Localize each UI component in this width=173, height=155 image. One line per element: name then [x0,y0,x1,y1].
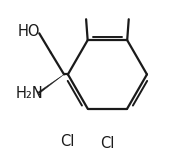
Text: Cl: Cl [100,136,115,151]
Polygon shape [37,74,64,95]
Text: HO: HO [17,24,40,39]
Text: H₂N: H₂N [16,86,44,101]
Text: Cl: Cl [60,134,74,149]
